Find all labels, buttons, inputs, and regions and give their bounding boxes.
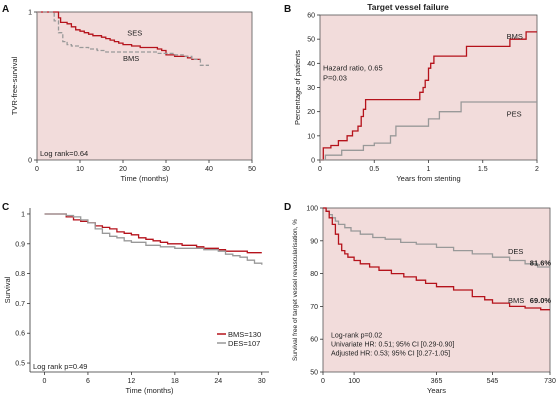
y-axis-label: Percentage of patients bbox=[293, 50, 302, 125]
panel-letter: B bbox=[284, 4, 291, 15]
x-tick-label: 6 bbox=[86, 378, 90, 385]
series-label-pes: PES bbox=[507, 110, 522, 119]
y-tick-label: 40 bbox=[307, 61, 315, 68]
x-tick-label: 1.5 bbox=[478, 166, 488, 173]
series-label-bms: BMS bbox=[508, 296, 524, 305]
x-tick-label: 2 bbox=[535, 166, 539, 173]
p-value-annotation: P=0.03 bbox=[323, 73, 347, 82]
panel-letter: A bbox=[2, 4, 9, 15]
x-tick-label: 0.5 bbox=[369, 166, 379, 173]
y-tick-label: 50 bbox=[310, 370, 318, 377]
series-line-1 bbox=[44, 213, 263, 265]
y-tick-label: 70 bbox=[310, 304, 318, 311]
y-tick-label: 60 bbox=[307, 13, 315, 20]
series-label-des: DES bbox=[508, 247, 523, 256]
y-tick-label: 1 bbox=[28, 10, 32, 17]
y-tick-label: 1 bbox=[21, 211, 25, 218]
y-tick-label: 0 bbox=[28, 158, 32, 165]
x-tick-label: 30 bbox=[162, 166, 170, 173]
y-axis-label: Survival bbox=[3, 276, 12, 303]
series-line-0 bbox=[44, 213, 262, 254]
panel-a-chart: A 0 10 20 30 40 50 0 1 Time (months) TVR-free-surv… bbox=[2, 4, 256, 183]
x-axis-label: Years from stenting bbox=[396, 174, 460, 183]
x-axis-label: Years bbox=[427, 386, 446, 395]
plot-area bbox=[322, 207, 551, 373]
series-value-bms: 69.0% bbox=[530, 296, 552, 305]
y-tick-label: 0.9 bbox=[15, 241, 25, 248]
panel-letter: C bbox=[2, 202, 9, 213]
stats-annotation-0: Log-rank p=0.02 bbox=[331, 333, 382, 340]
y-tick-label: 0.8 bbox=[15, 271, 25, 278]
series-label-bms: BMS bbox=[123, 54, 139, 63]
x-tick-label: 20 bbox=[119, 166, 127, 173]
y-tick-label: 80 bbox=[310, 271, 318, 278]
y-tick-label: 30 bbox=[307, 85, 315, 92]
plot-area bbox=[319, 14, 538, 161]
log-rank-annotation: Log rank p=0.49 bbox=[33, 362, 87, 371]
chart-title: Target vessel failure bbox=[367, 2, 449, 12]
series-label-bms: BMS bbox=[507, 32, 523, 41]
log-rank-annotation: Log rank=0.64 bbox=[40, 149, 88, 158]
x-tick-label: 50 bbox=[248, 166, 256, 173]
x-tick-label: 18 bbox=[171, 378, 179, 385]
y-tick-label: 0.7 bbox=[15, 301, 25, 308]
y-axis-label: Survival free of target vessel revascula… bbox=[292, 219, 299, 361]
x-tick-label: 40 bbox=[205, 166, 213, 173]
stats-annotation-2: Adjusted HR: 0.53; 95% CI [0.27-1.05] bbox=[331, 351, 450, 358]
series-line-1 bbox=[323, 207, 550, 311]
x-tick-label: 0 bbox=[318, 166, 322, 173]
series-value-des: 81.6% bbox=[530, 258, 552, 267]
series-line-1 bbox=[37, 11, 209, 66]
series-line-0 bbox=[323, 207, 550, 268]
x-tick-label: 12 bbox=[127, 378, 135, 385]
panel-c-chart: C 0 6 12 18 24 30 0.5 0.6 0.7 0.8 0.9 1 Time (months)… bbox=[2, 202, 269, 395]
y-axis-label: TVR-free-survival bbox=[10, 56, 19, 115]
stats-annotation-1: Univariate HR: 0.51; 95% CI [0.29-0.90] bbox=[331, 342, 454, 349]
series-label-ses: SES bbox=[127, 29, 142, 38]
legend-label: DES=107 bbox=[228, 339, 260, 348]
y-tick-label: 90 bbox=[310, 238, 318, 245]
y-tick-label: 20 bbox=[307, 109, 315, 116]
y-tick-label: 0.6 bbox=[15, 331, 25, 338]
panel-letter: D bbox=[284, 202, 291, 213]
series-line-0 bbox=[320, 31, 537, 161]
x-tick-label: 730 bbox=[544, 378, 556, 385]
x-tick-label: 1 bbox=[427, 166, 431, 173]
x-tick-label: 100 bbox=[348, 378, 360, 385]
x-tick-label: 365 bbox=[431, 378, 443, 385]
y-tick-label: 100 bbox=[306, 206, 318, 213]
x-tick-label: 0 bbox=[43, 378, 47, 385]
hazard-ratio-annotation: Hazard ratio, 0.65 bbox=[323, 64, 383, 73]
y-tick-label: 10 bbox=[307, 133, 315, 140]
plot-area bbox=[36, 11, 253, 161]
panel-d-chart: D 0 100 365 545 730 50 60 70 80 90 100 Years Survival… bbox=[284, 202, 556, 395]
x-axis-label: Time (months) bbox=[120, 174, 169, 183]
y-tick-label: 0 bbox=[311, 158, 315, 165]
y-tick-label: 0.5 bbox=[15, 361, 25, 368]
x-tick-label: 24 bbox=[214, 378, 222, 385]
x-tick-label: 0 bbox=[35, 166, 39, 173]
legend-label: BMS=130 bbox=[228, 330, 261, 339]
series-line-1 bbox=[320, 101, 537, 161]
y-tick-label: 60 bbox=[310, 337, 318, 344]
x-axis-label: Time (months) bbox=[125, 386, 174, 395]
x-tick-label: 10 bbox=[76, 166, 84, 173]
y-tick-label: 50 bbox=[307, 37, 315, 44]
x-tick-label: 545 bbox=[487, 378, 499, 385]
x-tick-label: 30 bbox=[258, 378, 266, 385]
series-line-0 bbox=[37, 11, 201, 61]
x-tick-label: 0 bbox=[321, 378, 325, 385]
